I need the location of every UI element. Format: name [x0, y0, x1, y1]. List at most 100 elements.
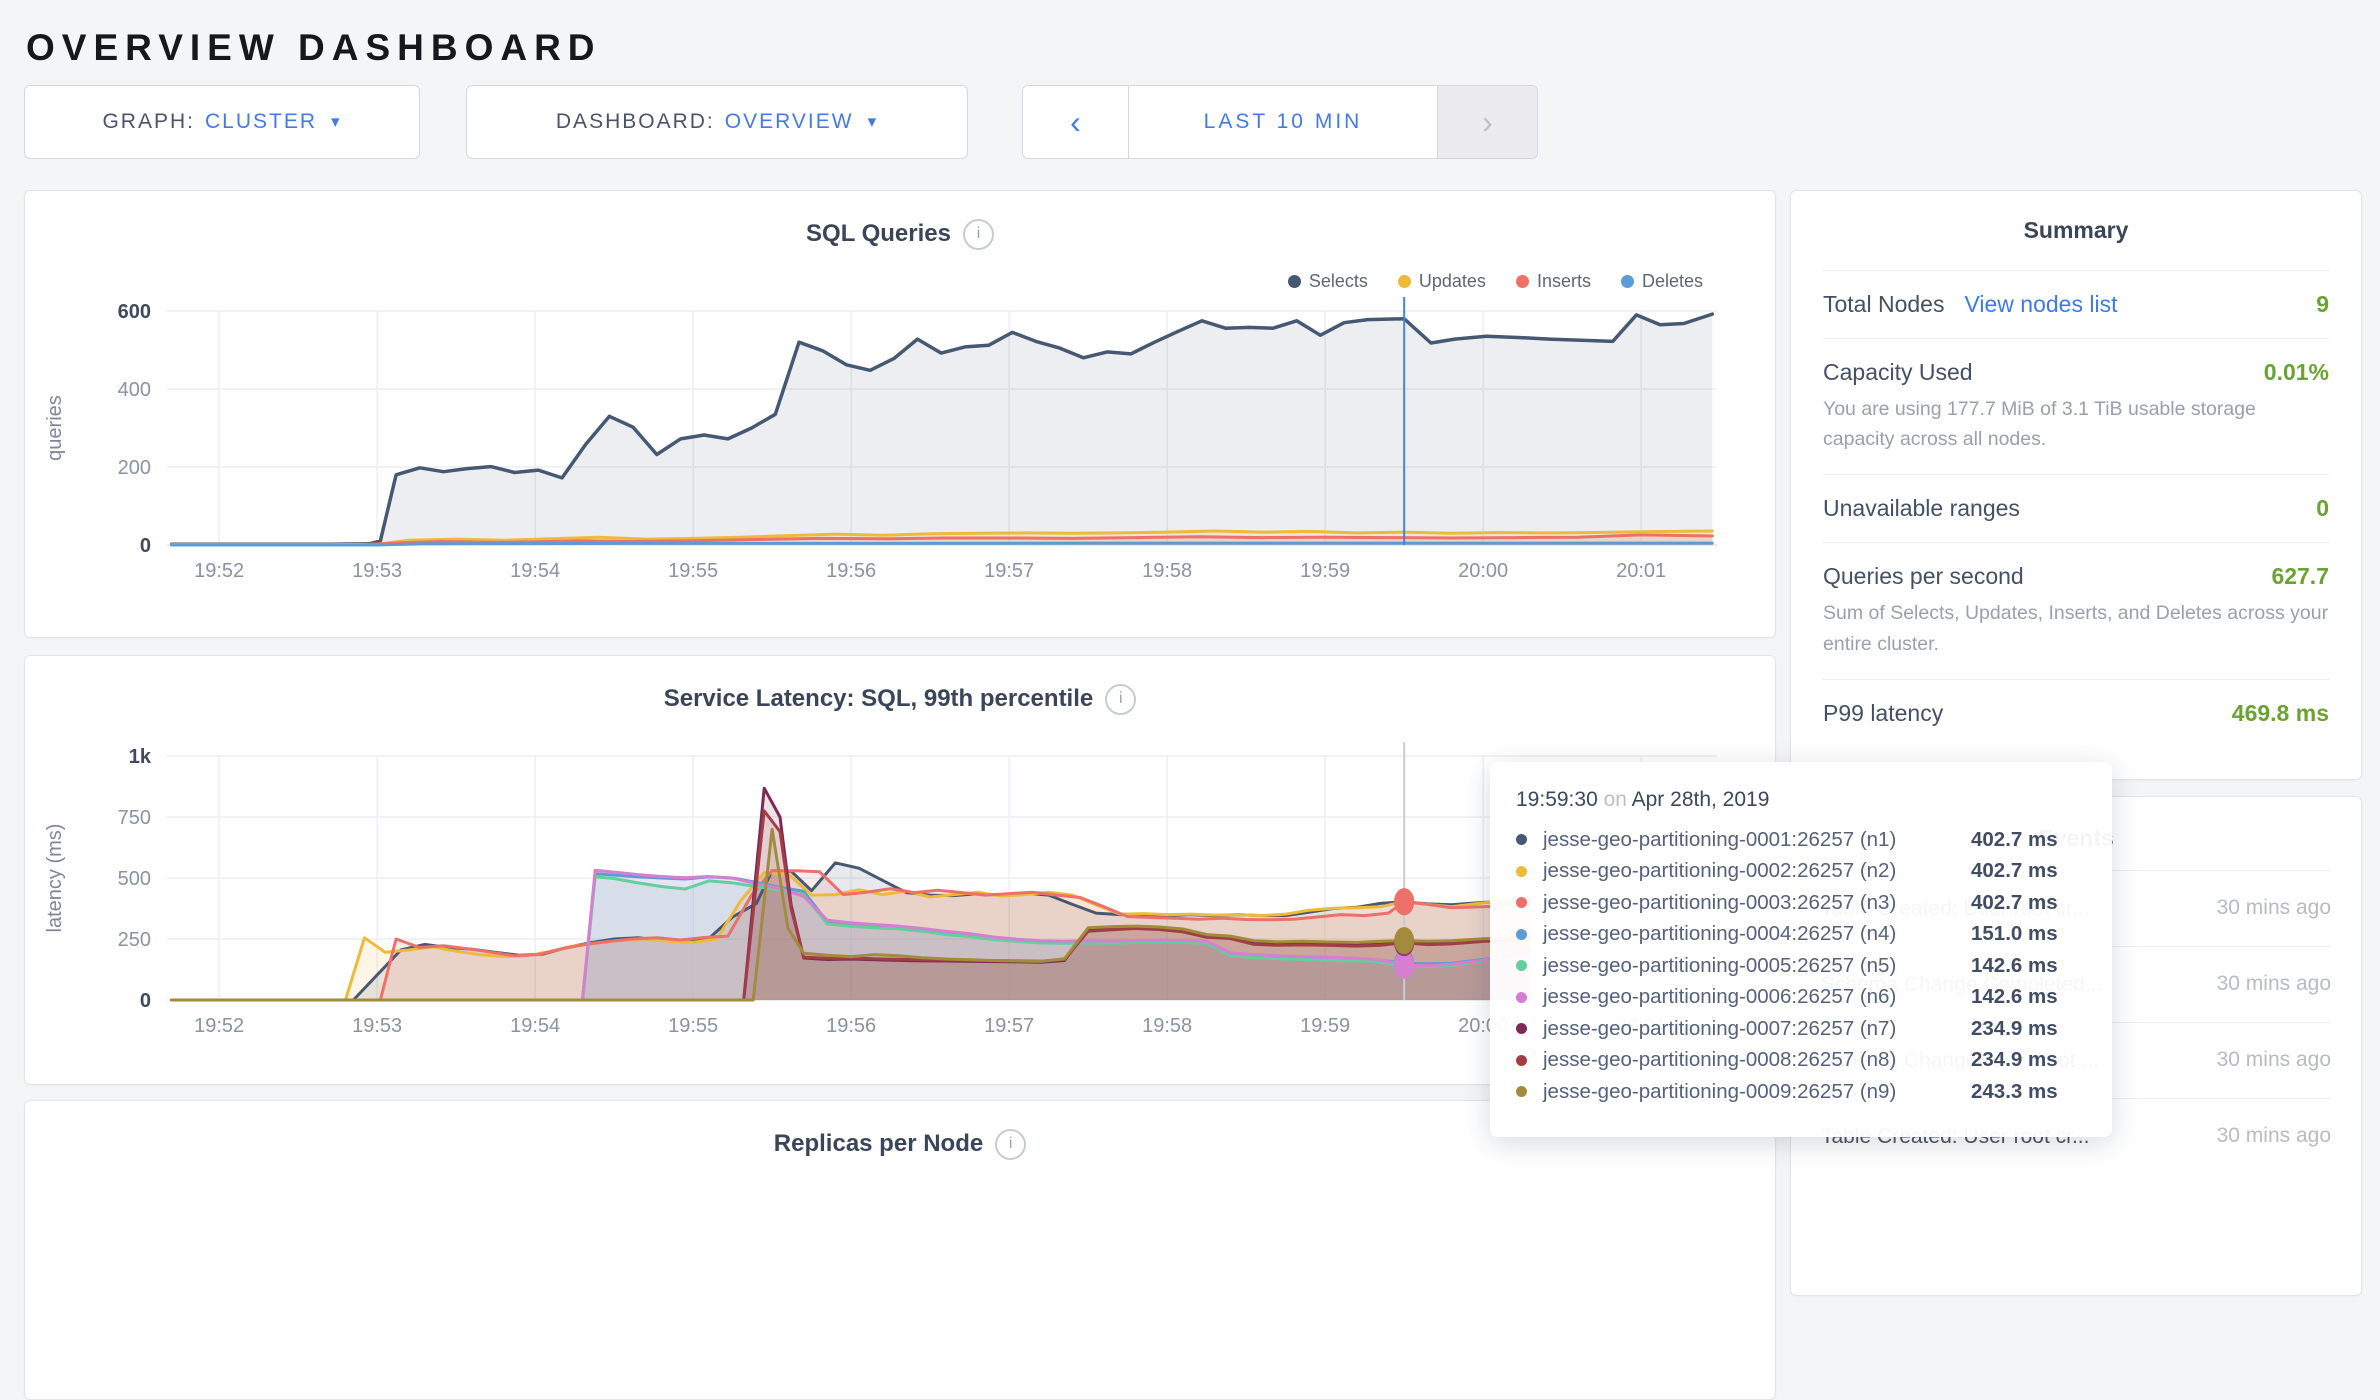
- summary-label: Unavailable ranges: [1823, 495, 2020, 522]
- info-icon[interactable]: i: [962, 218, 994, 250]
- info-icon[interactable]: i: [1105, 683, 1137, 715]
- svg-text:19:54: 19:54: [510, 560, 560, 582]
- summary-value: 627.7: [2271, 563, 2329, 590]
- legend-item[interactable]: Deletes: [1620, 271, 1703, 292]
- tooltip-node-value: 402.7 ms: [1971, 859, 2058, 883]
- series-dot-icon: [1516, 928, 1527, 940]
- summary-label: Total Nodes: [1823, 291, 1945, 317]
- tooltip-node-value: 234.9 ms: [1971, 1016, 2058, 1040]
- svg-text:19:53: 19:53: [352, 1015, 402, 1037]
- svg-text:200: 200: [118, 457, 151, 479]
- tooltip-timestamp: 19:59:30 on Apr 28th, 2019: [1516, 788, 1770, 811]
- tooltip-node-value: 234.9 ms: [1971, 1048, 2058, 1072]
- event-time: 30 mins ago: [2216, 1124, 2331, 1148]
- tooltip-row: jesse-geo-partitioning-0007:26257 (n7) 23…: [1516, 1013, 2112, 1045]
- dashboard-dropdown-value: OVERVIEW: [724, 110, 854, 133]
- view-nodes-list-link[interactable]: View nodes list: [1964, 291, 2118, 317]
- series-dot-icon: [1516, 960, 1527, 972]
- time-range-selector: ‹ LAST 10 MIN ›: [1022, 85, 1538, 159]
- summary-value: 469.8 ms: [2231, 699, 2329, 726]
- graph-dropdown[interactable]: GRAPH: CLUSTER ▾: [24, 85, 420, 159]
- tooltip-row: jesse-geo-partitioning-0003:26257 (n3) 40…: [1516, 887, 2112, 919]
- legend-item[interactable]: Inserts: [1515, 271, 1591, 292]
- series-dot-icon: [1516, 897, 1527, 909]
- legend-dot-icon: [1287, 275, 1301, 288]
- legend-dot-icon: [1397, 275, 1411, 288]
- tooltip-node-name: jesse-geo-partitioning-0006:26257 (n6): [1543, 985, 1897, 1009]
- tooltip-node-name: jesse-geo-partitioning-0007:26257 (n7): [1543, 1016, 1897, 1040]
- legend-item[interactable]: Updates: [1397, 271, 1486, 292]
- sql-queries-chart-card: SQL Queries i Selects Updates Inserts Delet…: [24, 190, 1776, 638]
- summary-label: P99 latency: [1823, 699, 1944, 726]
- tooltip-node-value: 243.3 ms: [1971, 1079, 2058, 1103]
- summary-value: 0: [2316, 495, 2329, 522]
- chart-title: Service Latency: SQL, 99th percentile: [663, 685, 1094, 712]
- tooltip-node-value: 402.7 ms: [1971, 890, 2058, 914]
- info-icon[interactable]: i: [995, 1128, 1027, 1160]
- svg-text:250: 250: [118, 929, 151, 951]
- tooltip-row: jesse-geo-partitioning-0005:26257 (n5) 14…: [1516, 950, 2112, 982]
- tooltip-row: jesse-geo-partitioning-0002:26257 (n2) 40…: [1516, 856, 2112, 888]
- tooltip-node-value: 402.7 ms: [1971, 827, 2058, 851]
- svg-text:19:58: 19:58: [1142, 1015, 1192, 1037]
- graph-dropdown-label: GRAPH:: [102, 110, 195, 133]
- service-latency-chart-card: Service Latency: SQL, 99th percentile i …: [24, 655, 1776, 1085]
- dashboard-dropdown-label: DASHBOARD:: [555, 110, 715, 133]
- time-range-label[interactable]: LAST 10 MIN: [1203, 110, 1363, 133]
- service-latency-plot[interactable]: 19:52 19:53 19:54 19:55 19:56 19:57 19:58 19:59…: [25, 656, 1777, 1086]
- svg-text:600: 600: [118, 301, 151, 323]
- summary-row-capacity: Capacity Used 0.01% You are using 177.7 …: [1823, 338, 2329, 474]
- time-prev-button[interactable]: ‹: [1023, 86, 1129, 158]
- svg-text:1k: 1k: [129, 746, 152, 768]
- svg-text:20:01: 20:01: [1616, 560, 1666, 582]
- chevron-right-icon: ›: [1482, 103, 1493, 140]
- svg-text:19:55: 19:55: [668, 560, 718, 582]
- svg-text:19:58: 19:58: [1142, 560, 1192, 582]
- legend-dot-icon: [1515, 275, 1529, 288]
- tooltip-node-name: jesse-geo-partitioning-0001:26257 (n1): [1543, 827, 1897, 851]
- legend-dot-icon: [1620, 275, 1634, 288]
- legend-item[interactable]: Selects: [1287, 271, 1368, 292]
- tooltip-rows: jesse-geo-partitioning-0001:26257 (n1) 40…: [1516, 824, 2112, 1108]
- tooltip-row: jesse-geo-partitioning-0004:26257 (n4) 15…: [1516, 919, 2112, 951]
- summary-label: Capacity Used: [1823, 359, 1973, 385]
- chevron-down-icon: ▾: [867, 112, 879, 131]
- svg-text:500: 500: [118, 868, 151, 890]
- time-next-button[interactable]: ›: [1437, 86, 1537, 158]
- page-title: OVERVIEW DASHBOARD: [26, 26, 602, 68]
- tooltip-node-name: jesse-geo-partitioning-0005:26257 (n5): [1543, 953, 1897, 977]
- series-dot-icon: [1516, 865, 1527, 877]
- svg-text:20:00: 20:00: [1458, 560, 1508, 582]
- tooltip-row: jesse-geo-partitioning-0008:26257 (n8) 23…: [1516, 1045, 2112, 1077]
- tooltip-node-name: jesse-geo-partitioning-0004:26257 (n4): [1543, 922, 1897, 946]
- summary-caption: Sum of Selects, Updates, Inserts, and De…: [1823, 602, 2329, 655]
- svg-text:19:52: 19:52: [194, 560, 244, 582]
- chevron-left-icon: ‹: [1070, 103, 1081, 140]
- tooltip-node-name: jesse-geo-partitioning-0009:26257 (n9): [1543, 1079, 1897, 1103]
- replicas-chart-card: Replicas per Node i: [24, 1100, 1776, 1400]
- series-dot-icon: [1516, 991, 1527, 1003]
- series-dot-icon: [1516, 1023, 1527, 1035]
- sql-queries-plot[interactable]: 19:52 19:53 19:54 19:55 19:56 19:57 19:58 19:59…: [25, 191, 1777, 639]
- tooltip-node-name: jesse-geo-partitioning-0008:26257 (n8): [1543, 1048, 1897, 1072]
- svg-text:19:54: 19:54: [510, 1015, 560, 1037]
- event-time: 30 mins ago: [2216, 1048, 2331, 1072]
- svg-text:19:59: 19:59: [1300, 560, 1350, 582]
- graph-dropdown-value: CLUSTER: [204, 110, 317, 133]
- chart-title: Replicas per Node: [773, 1130, 984, 1157]
- tooltip-row: jesse-geo-partitioning-0006:26257 (n6) 14…: [1516, 982, 2112, 1014]
- chart-title: SQL Queries: [806, 220, 951, 247]
- event-time: 30 mins ago: [2216, 972, 2331, 996]
- tooltip-node-value: 142.6 ms: [1971, 953, 2058, 977]
- svg-text:19:56: 19:56: [826, 1015, 876, 1037]
- event-time: 30 mins ago: [2216, 896, 2331, 920]
- summary-row-total-nodes: Total Nodes View nodes list 9: [1823, 270, 2329, 338]
- svg-text:19:57: 19:57: [984, 560, 1034, 582]
- svg-text:19:55: 19:55: [668, 1015, 718, 1037]
- svg-text:19:53: 19:53: [352, 560, 402, 582]
- dashboard-dropdown[interactable]: DASHBOARD: OVERVIEW ▾: [466, 85, 968, 159]
- svg-text:queries: queries: [44, 395, 66, 461]
- tooltip-node-value: 142.6 ms: [1971, 985, 2058, 1009]
- svg-text:0: 0: [140, 535, 151, 557]
- chevron-down-icon: ▾: [331, 112, 342, 131]
